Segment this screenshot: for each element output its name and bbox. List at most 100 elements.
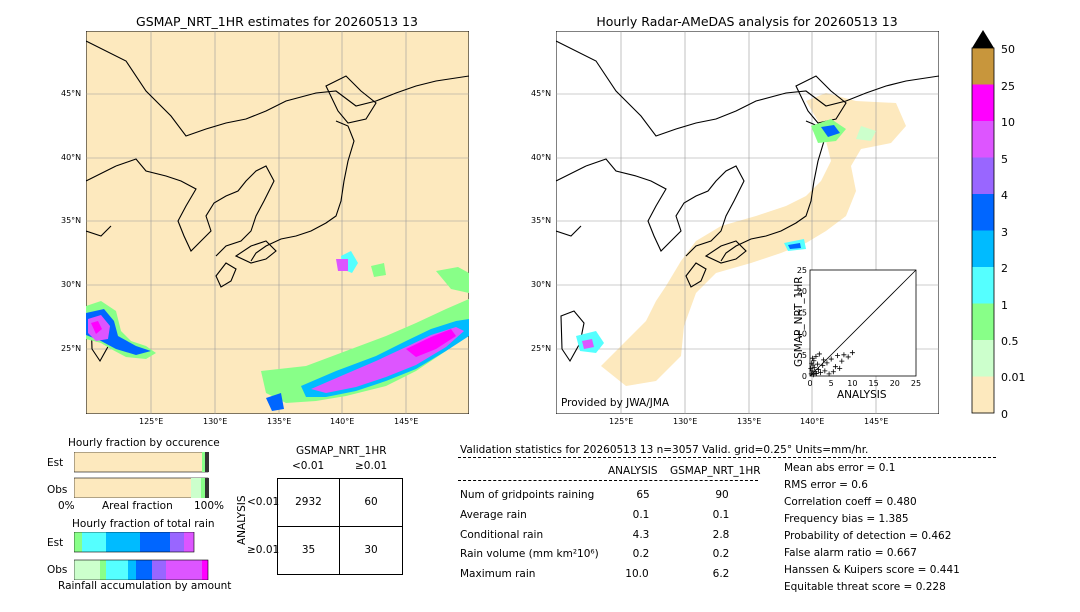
scatter-point [849, 350, 855, 356]
right-map-title: Hourly Radar-AMeDAS analysis for 2026051… [596, 14, 898, 29]
contingency-header: GSMAP_NRT_1HR [296, 445, 387, 457]
scatter-point [822, 368, 828, 374]
scatter-point [808, 365, 814, 371]
right-lat-label: 35°N [531, 216, 552, 225]
contingency-cell: 30 [364, 544, 378, 556]
scatter-point [839, 358, 845, 364]
scatter-point [815, 361, 821, 367]
right-lat-label: 40°N [531, 153, 552, 162]
stat-label: Num of gridpoints raining [460, 489, 595, 501]
validation-col-analysis: ANALYSIS [608, 465, 658, 477]
score-line: Hanssen & Kuipers score = 0.441 [784, 564, 960, 576]
contingency-cell: 60 [364, 496, 378, 508]
left-lat-label: 30°N [61, 280, 82, 289]
colorbar-segment [972, 340, 994, 377]
colorbar-segment [972, 303, 994, 341]
score-line: False alarm ratio = 0.667 [784, 547, 917, 559]
scatter-point [810, 372, 816, 378]
scatter-point [815, 367, 821, 373]
scatter-point [830, 369, 836, 375]
scatter-point [837, 365, 843, 371]
total-rain-title: Hourly fraction of total rain [72, 518, 215, 530]
total-rain-bars [74, 532, 209, 580]
score-line: Equitable threat score = 0.228 [784, 581, 946, 593]
contingency-table: 2932 60 35 30 [277, 478, 403, 575]
scatter-point [820, 362, 826, 368]
stat-label: Average rain [460, 509, 527, 521]
radar-coverage [601, 93, 906, 386]
left-map-title: GSMAP_NRT_1HR estimates for 20260513 13 [136, 14, 418, 29]
scatter-plot: 0 5 10 15 20 25 0 5 10 15 20 25 [797, 266, 921, 388]
contingency-col-lt: <0.01 [292, 460, 325, 472]
left-map [86, 31, 469, 414]
scatter-ytick: 0 [802, 372, 807, 381]
colorbar-segment [972, 376, 994, 414]
validation-subdivider [458, 480, 758, 481]
validation-header: Validation statistics for 20260513 13 n=… [460, 444, 869, 456]
colorbar-extend-arrow [972, 30, 994, 48]
left-lon-label: 140°E [330, 417, 355, 426]
occurrence-axis-right: 100% [194, 500, 225, 512]
scatter-point [821, 357, 827, 363]
left-lat-label: 25°N [61, 344, 82, 353]
colorbar-label: 4 [1001, 189, 1008, 202]
scatter-point [813, 353, 819, 359]
right-lon-label: 140°E [800, 417, 825, 426]
occurrence-axis-mid: Areal fraction [102, 500, 173, 512]
stat-gsmap: 0.2 [712, 548, 730, 560]
scatter-point [841, 352, 847, 358]
colorbar-segment [972, 157, 994, 195]
scatter-point [824, 360, 830, 366]
validation-col-gsmap: GSMAP_NRT_1HR [670, 465, 761, 477]
contingency-cell: 2932 [295, 496, 322, 508]
right-lon-label: 130°E [673, 417, 698, 426]
occurrence-row-est: Est [47, 457, 64, 469]
scatter-ytick: 15 [797, 308, 807, 317]
scatter-xtick: 10 [847, 379, 857, 388]
scatter-ytick: 25 [797, 266, 807, 275]
colorbar-segment [972, 267, 994, 304]
colorbar-label: 0 [1001, 408, 1008, 421]
colorbar-label: 0.5 [1001, 335, 1019, 348]
stat-analysis: 0.1 [632, 509, 650, 521]
colorbar-label: 10 [1001, 116, 1015, 129]
score-line: Frequency bias = 1.385 [784, 513, 909, 525]
scatter-ytick: 20 [797, 287, 807, 296]
scatter-point [816, 351, 822, 357]
stat-analysis: 4.3 [632, 529, 650, 541]
right-lat-label: 30°N [531, 280, 552, 289]
stat-analysis: 10.0 [625, 568, 649, 580]
contingency-col-ge: ≥0.01 [355, 460, 388, 472]
colorbar-label: 25 [1001, 80, 1015, 93]
left-lon-label: 135°E [267, 417, 292, 426]
data-credit: Provided by JWA/JMA [561, 397, 670, 409]
scatter-point [809, 368, 815, 374]
occurrence-row-obs: Obs [47, 484, 68, 496]
scatter-point [810, 362, 816, 368]
contingency-row-lt: <0.01 [247, 496, 280, 508]
colorbar-label: 5 [1001, 153, 1008, 166]
scatter-point [832, 364, 838, 370]
score-line: Correlation coeff = 0.480 [784, 496, 917, 508]
colorbar-segment [972, 230, 994, 268]
scatter-xtick: 5 [829, 379, 834, 388]
colorbar-label: 3 [1001, 226, 1008, 239]
scatter-ytick: 5 [802, 351, 807, 360]
scatter-ytick: 10 [797, 330, 807, 339]
total-rain-row-est: Est [47, 537, 64, 549]
right-lat-label: 25°N [531, 344, 552, 353]
colorbar-label: 50 [1001, 43, 1015, 56]
occurrence-bars [74, 452, 209, 498]
scatter-point [813, 370, 819, 376]
scatter-xlabel: ANALYSIS [837, 389, 887, 401]
colorbar-label: 2 [1001, 262, 1008, 275]
scatter-frame [809, 269, 917, 377]
left-lon-label: 130°E [203, 417, 228, 426]
scatter-ylabel: GSMAP_NRT_1HR [793, 276, 805, 367]
colorbar-segment [972, 194, 994, 231]
right-map-rain [576, 119, 876, 353]
scatter-xtick: 25 [911, 379, 921, 388]
scatter-xtick: 0 [807, 379, 812, 388]
stat-gsmap: 0.1 [712, 509, 730, 521]
occurrence-title: Hourly fraction by occurence [68, 437, 220, 449]
